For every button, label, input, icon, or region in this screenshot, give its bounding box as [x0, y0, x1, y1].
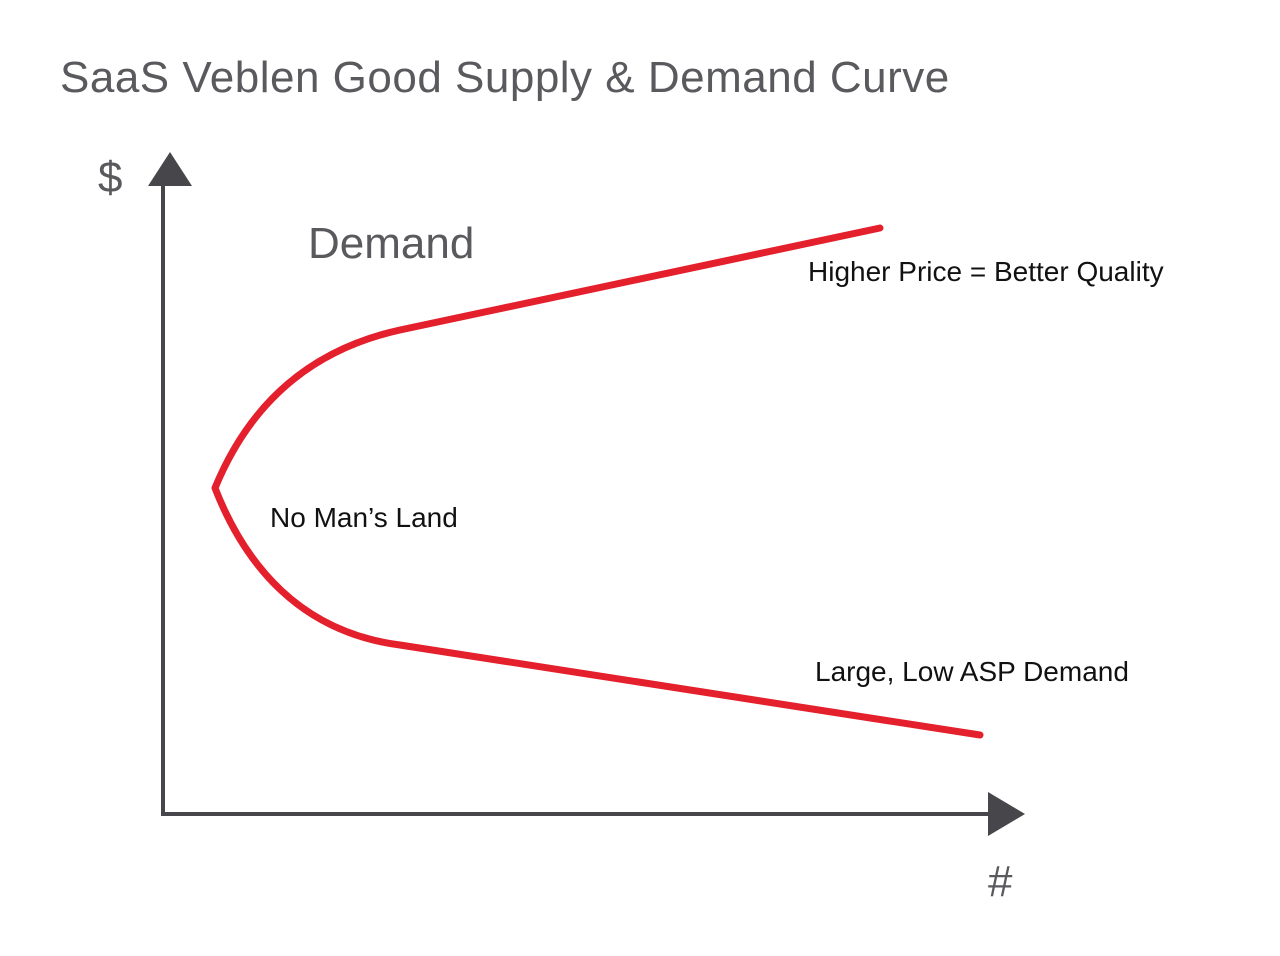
title: SaaS Veblen Good Supply & Demand Curve [60, 53, 950, 102]
annotation: No Man’s Land [270, 502, 458, 533]
axes [161, 185, 990, 816]
x-arrow [988, 792, 1025, 836]
annotation: Higher Price = Better Quality [808, 256, 1164, 287]
x-axis-label: # [988, 857, 1013, 906]
annotation: Large, Low ASP Demand [815, 656, 1129, 687]
y-axis-label: $ [98, 153, 122, 202]
curve-label: Demand [308, 219, 474, 268]
demand-curve [211, 224, 984, 739]
y-arrow [148, 152, 192, 186]
